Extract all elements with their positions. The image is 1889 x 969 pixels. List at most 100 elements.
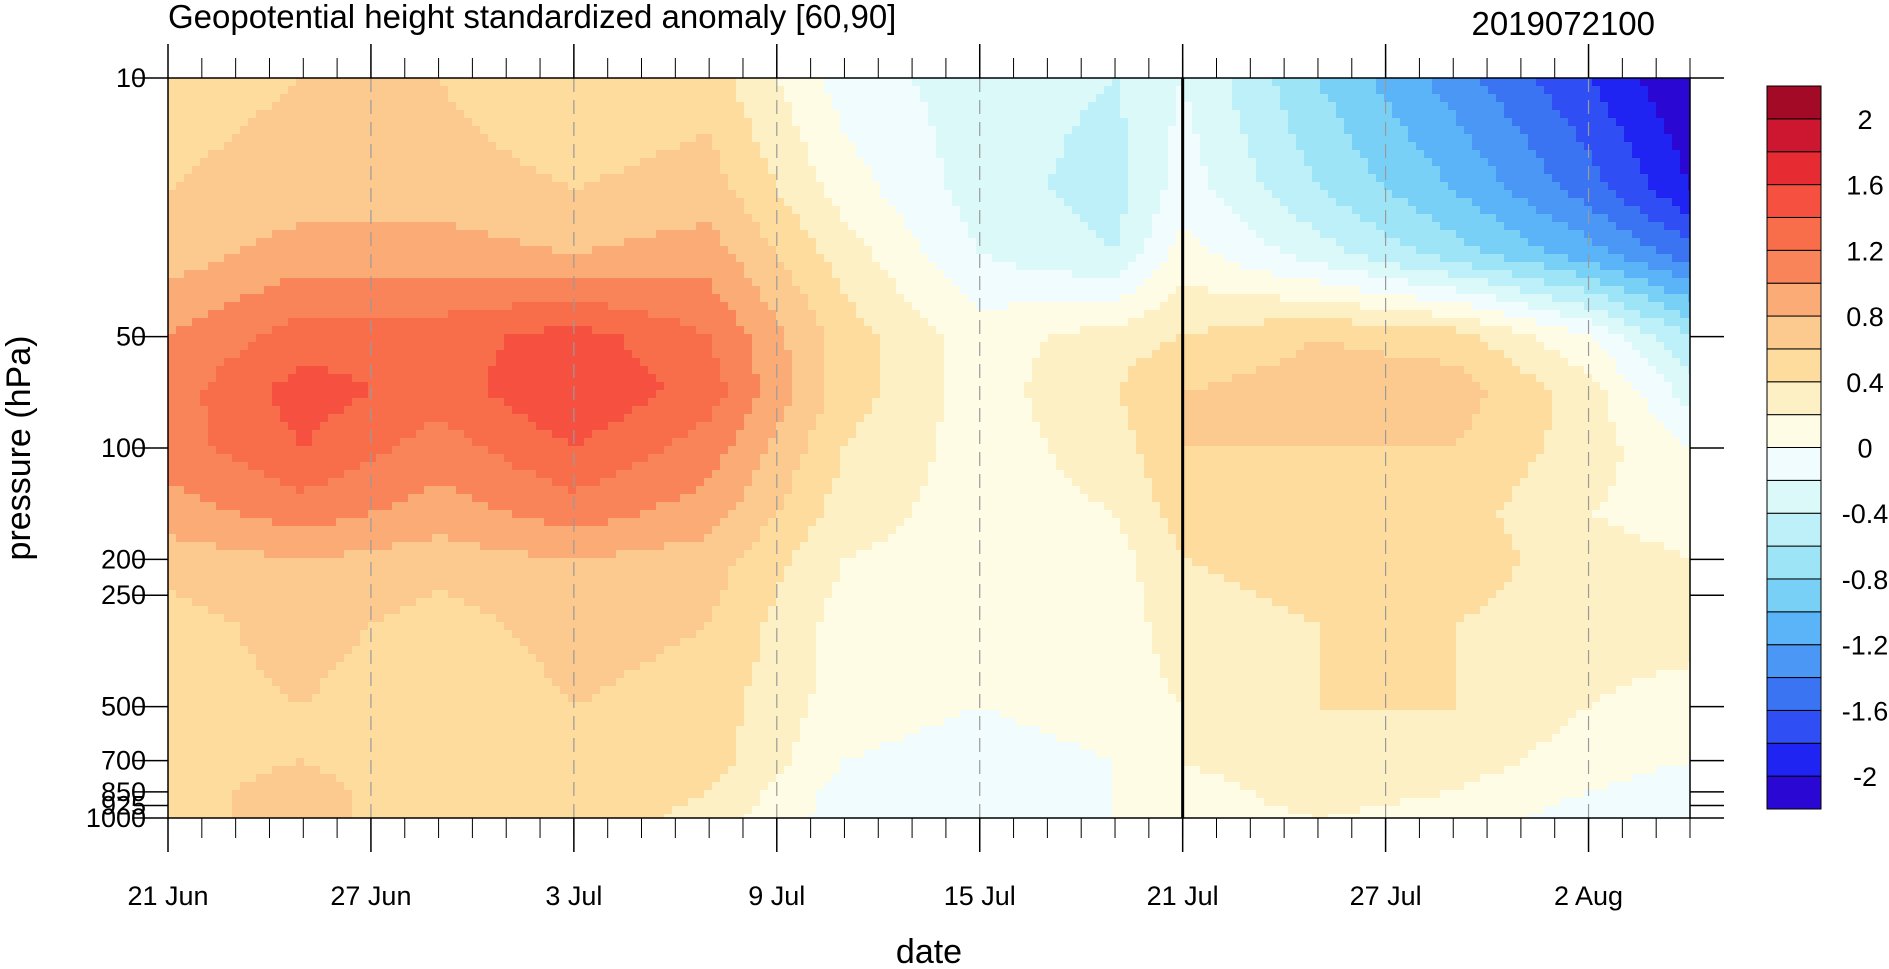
contour-cell bbox=[328, 150, 337, 159]
contour-cell bbox=[272, 302, 281, 311]
contour-cell bbox=[328, 398, 337, 407]
contour-cell bbox=[552, 406, 561, 415]
contour-cell bbox=[496, 454, 505, 463]
contour-cell bbox=[480, 422, 489, 431]
contour-cell bbox=[256, 814, 265, 819]
contour-cell bbox=[208, 726, 217, 735]
contour-cell bbox=[480, 326, 489, 335]
contour-cell bbox=[200, 710, 209, 719]
contour-cell bbox=[528, 614, 537, 623]
contour-cell bbox=[184, 110, 193, 119]
contour-cell bbox=[480, 206, 489, 215]
contour-cell bbox=[416, 726, 425, 735]
contour-cell bbox=[208, 686, 217, 695]
contour-cell bbox=[584, 494, 593, 503]
contour-cell bbox=[312, 598, 321, 607]
contour-cell bbox=[312, 422, 321, 431]
contour-cell bbox=[456, 790, 465, 799]
contour-cell bbox=[496, 518, 505, 527]
contour-cell bbox=[392, 742, 401, 751]
contour-cell bbox=[200, 470, 209, 479]
contour-cell bbox=[312, 574, 321, 583]
contour-cell bbox=[224, 358, 233, 367]
contour-cell bbox=[208, 518, 217, 527]
contour-cell bbox=[488, 694, 497, 703]
contour-cell bbox=[584, 174, 593, 183]
contour-cell bbox=[520, 294, 529, 303]
contour-cell bbox=[320, 518, 329, 527]
contour-cell bbox=[456, 518, 465, 527]
contour-cell bbox=[584, 646, 593, 655]
contour-cell bbox=[528, 358, 537, 367]
contour-cell bbox=[288, 310, 297, 319]
contour-cell bbox=[352, 166, 361, 175]
contour-cell bbox=[464, 310, 473, 319]
contour-cell bbox=[224, 526, 233, 535]
contour-cell bbox=[520, 462, 529, 471]
contour-cell bbox=[216, 462, 225, 471]
contour-cell bbox=[408, 774, 417, 783]
contour-cell bbox=[368, 286, 377, 295]
contour-cell bbox=[248, 654, 257, 663]
contour-cell bbox=[168, 726, 177, 735]
contour-cell bbox=[432, 198, 441, 207]
contour-cell bbox=[504, 422, 513, 431]
contour-cell bbox=[216, 182, 225, 191]
contour-cell bbox=[224, 254, 233, 263]
contour-cell bbox=[248, 446, 257, 455]
contour-cell bbox=[392, 574, 401, 583]
contour-cell bbox=[344, 198, 353, 207]
contour-cell bbox=[216, 382, 225, 391]
contour-cell bbox=[520, 550, 529, 559]
contour-cell bbox=[288, 782, 297, 791]
contour-cell bbox=[296, 702, 305, 711]
contour-cell bbox=[488, 494, 497, 503]
contour-cell bbox=[280, 390, 289, 399]
contour-cell bbox=[368, 574, 377, 583]
contour-cell bbox=[248, 758, 257, 767]
contour-cell bbox=[216, 574, 225, 583]
contour-cell bbox=[192, 198, 201, 207]
contour-cell bbox=[560, 414, 569, 423]
contour-cell bbox=[200, 646, 209, 655]
contour-cell bbox=[312, 318, 321, 327]
contour-cell bbox=[296, 478, 305, 487]
contour-cell bbox=[528, 398, 537, 407]
contour-cell bbox=[320, 462, 329, 471]
contour-cell bbox=[584, 798, 593, 807]
contour-cell bbox=[384, 654, 393, 663]
contour-cell bbox=[552, 462, 561, 471]
contour-cell bbox=[224, 766, 233, 775]
contour-cell bbox=[272, 462, 281, 471]
contour-cell bbox=[440, 742, 449, 751]
contour-cell bbox=[344, 254, 353, 263]
contour-cell bbox=[528, 238, 537, 247]
contour-cell bbox=[224, 398, 233, 407]
contour-cell bbox=[208, 710, 217, 719]
contour-cell bbox=[384, 358, 393, 367]
contour-cell bbox=[208, 694, 217, 703]
contour-cell bbox=[304, 502, 313, 511]
contour-cell bbox=[232, 798, 241, 807]
contour-cell bbox=[440, 582, 449, 591]
contour-cell bbox=[200, 406, 209, 415]
contour-cell bbox=[520, 150, 529, 159]
contour-cell bbox=[280, 534, 289, 543]
contour-cell bbox=[288, 502, 297, 511]
contour-cell bbox=[232, 662, 241, 671]
contour-cell bbox=[200, 774, 209, 783]
contour-cell bbox=[376, 94, 385, 103]
contour-cell bbox=[552, 470, 561, 479]
contour-cell bbox=[208, 334, 217, 343]
contour-cell bbox=[424, 102, 433, 111]
contour-cell bbox=[592, 174, 601, 183]
contour-cell bbox=[376, 806, 385, 815]
contour-cell bbox=[472, 390, 481, 399]
contour-cell bbox=[576, 750, 585, 759]
contour-cell bbox=[472, 142, 481, 151]
contour-cell bbox=[240, 502, 249, 511]
contour-cell bbox=[536, 782, 545, 791]
contour-cell bbox=[384, 790, 393, 799]
contour-cell bbox=[224, 326, 233, 335]
contour-cell bbox=[352, 526, 361, 535]
